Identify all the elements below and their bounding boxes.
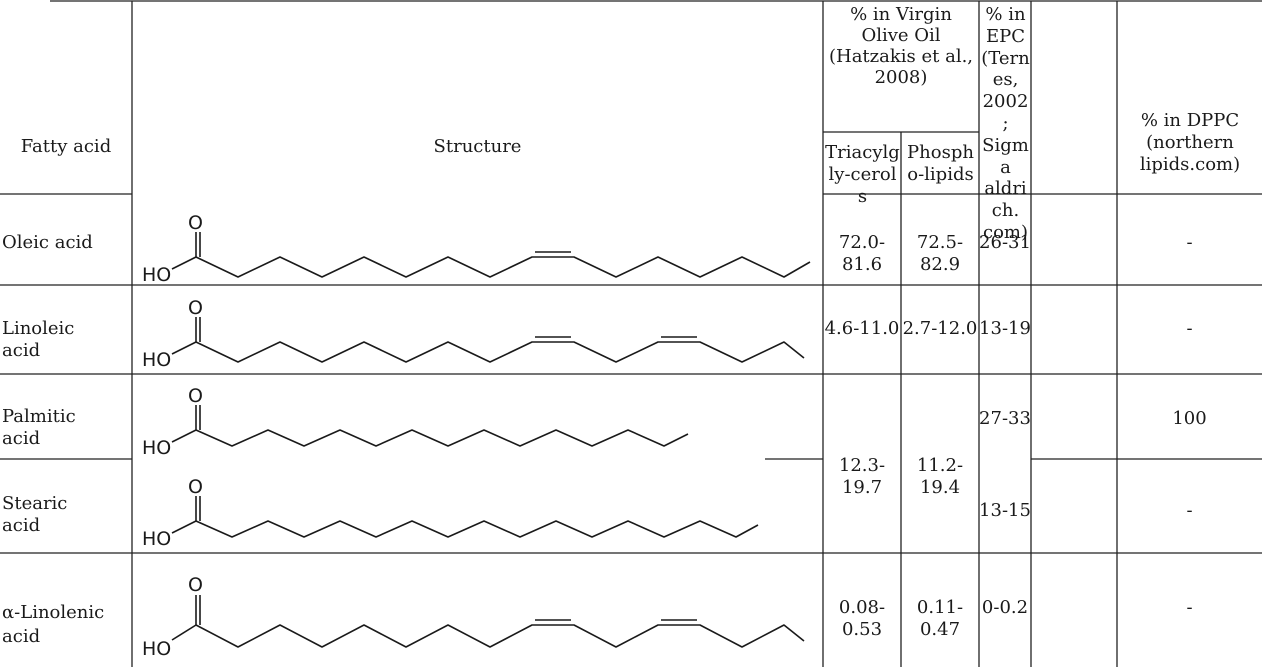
header-triacylglycerols: Triacylgly-cerols <box>825 142 900 207</box>
structure-alpha-linolenic-acid: O HO <box>142 574 805 660</box>
cell-alpha-linolenic-epc: 0-0.2 <box>981 597 1029 618</box>
row-name-palmitic: Palmitic acid <box>2 406 76 449</box>
cell-palmitic-stearic-pl: 11.2-19.4 <box>916 455 964 498</box>
cell-alpha-linolenic-tag: 0.08-0.53 <box>838 597 886 640</box>
oxygen-label: O <box>188 476 203 498</box>
header-fatty-acid: Fatty acid <box>20 136 112 157</box>
cell-oleic-epc: 26-31 <box>979 232 1031 253</box>
cell-linoleic-tag: 4.6-11.0 <box>824 318 900 339</box>
cell-stearic-dppc: - <box>1186 500 1193 521</box>
cell-palmitic-epc: 27-33 <box>979 408 1031 429</box>
cell-alpha-linolenic-dppc: - <box>1186 597 1193 618</box>
oxygen-label: O <box>188 574 203 596</box>
cell-linoleic-epc: 13-19 <box>979 318 1031 339</box>
header-virgin-olive-oil: % in Virgin Olive Oil (Hatzakis et al., … <box>828 4 974 88</box>
hydroxyl-label: HO <box>142 349 171 371</box>
cell-alpha-linolenic-pl: 0.11-0.47 <box>916 597 964 640</box>
header-phospholipids: Phospho-lipids <box>907 142 974 185</box>
header-dppc: % in DPPC (northern lipids.com) <box>1139 110 1241 175</box>
header-structure: Structure <box>433 136 522 157</box>
row-name-alpha-linolenic: α-Linolenic acid <box>2 602 105 647</box>
header-epc: % in EPC (Ternes, 2002; Sigma aldrich. c… <box>981 4 1030 243</box>
hydroxyl-label: HO <box>142 437 171 459</box>
hydroxyl-label: HO <box>142 264 171 286</box>
row-name-stearic: Stearic acid <box>2 493 68 536</box>
structure-palmitic-acid: O HO <box>142 385 689 459</box>
cell-linoleic-pl: 2.7-12.0 <box>902 318 978 339</box>
hydroxyl-label: HO <box>142 638 171 660</box>
cell-palmitic-dppc: 100 <box>1172 408 1207 429</box>
oxygen-label: O <box>188 385 203 407</box>
structure-oleic-acid: O HO <box>142 212 811 286</box>
row-name-oleic: Oleic acid <box>2 232 93 253</box>
structure-linoleic-acid: O HO <box>142 297 805 371</box>
cell-oleic-tag: 72.0-81.6 <box>838 232 886 275</box>
oxygen-label: O <box>188 212 203 234</box>
cell-stearic-epc: 13-15 <box>979 500 1031 521</box>
oxygen-label: O <box>188 297 203 319</box>
structure-stearic-acid: O HO <box>142 476 759 550</box>
cell-oleic-dppc: - <box>1186 232 1193 253</box>
row-name-linoleic: Linoleic acid <box>2 318 75 361</box>
cell-oleic-pl: 72.5-82.9 <box>916 232 964 275</box>
cell-palmitic-stearic-tag: 12.3-19.7 <box>838 455 886 498</box>
hydroxyl-label: HO <box>142 528 171 550</box>
cell-linoleic-dppc: - <box>1186 318 1193 339</box>
